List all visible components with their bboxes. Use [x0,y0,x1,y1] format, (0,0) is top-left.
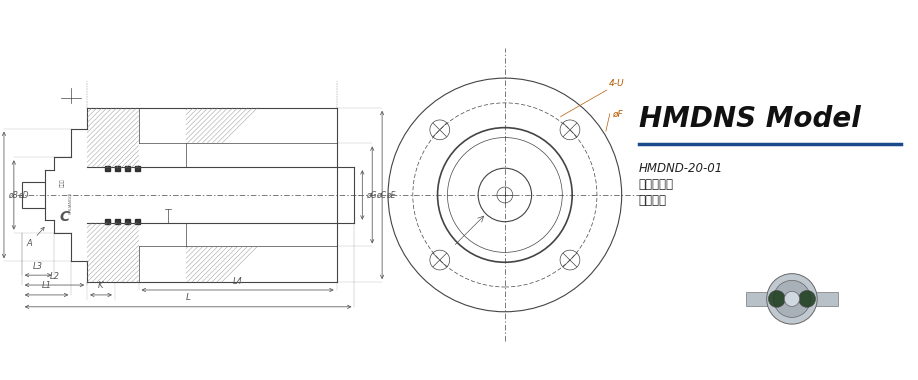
Circle shape [768,290,785,307]
Text: 螺纹连接: 螺纹连接 [639,194,666,207]
Text: øB: øB [8,190,17,200]
Bar [745,292,838,306]
Text: L3: L3 [33,262,43,271]
Bar [22,182,45,208]
Text: øE: øE [386,190,396,200]
Circle shape [767,274,817,324]
Bar [125,166,129,171]
Text: HMDND-20-01: HMDND-20-01 [639,162,722,175]
Text: CHUANGQI: CHUANGQI [68,192,73,214]
Bar [135,219,140,224]
Text: 山东倡: 山东倡 [60,179,65,187]
Text: L2: L2 [50,272,60,280]
Bar [105,166,110,171]
Text: HMDNS Model: HMDNS Model [639,105,860,133]
Circle shape [784,291,800,306]
Text: øG: øG [366,190,376,200]
Circle shape [774,280,811,317]
Circle shape [799,290,815,307]
Text: L4: L4 [232,277,242,285]
Bar [115,166,119,171]
Text: L: L [185,293,191,302]
Text: 双向流通式: 双向流通式 [639,178,674,191]
Text: 4-U: 4-U [609,79,624,88]
Text: øF: øF [611,109,622,118]
Text: K: K [98,282,104,290]
Bar [135,166,140,171]
Text: øD: øD [17,190,28,200]
Text: C: C [60,210,70,224]
Text: øC: øC [376,190,386,200]
Text: A: A [27,227,44,249]
Text: L1: L1 [41,282,51,290]
Bar [105,219,110,224]
Bar [115,219,119,224]
Bar [125,219,129,224]
